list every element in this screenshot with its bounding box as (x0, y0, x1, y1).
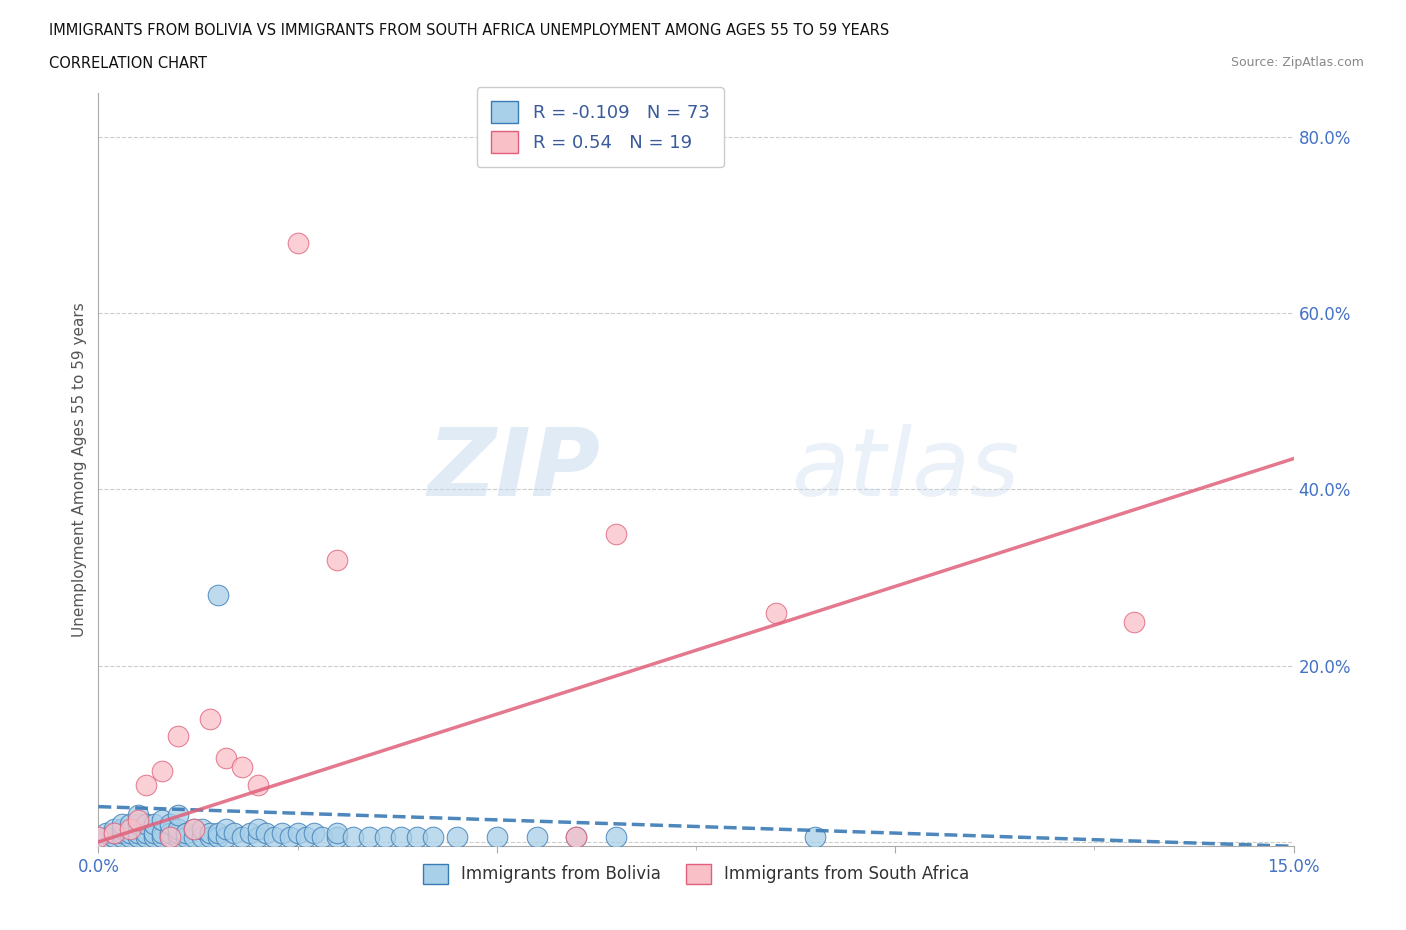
Point (326, 830, 349, 845)
Point (263, 830, 285, 845)
Point (120, 821, 142, 836)
Point (198, 711, 221, 726)
Point (87, 830, 110, 845)
Point (207, 830, 229, 845)
Point (605, 526, 627, 541)
Point (326, 552, 349, 567)
Text: atlas: atlas (792, 424, 1019, 515)
Point (96, 830, 118, 845)
Point (311, 830, 333, 845)
Point (183, 821, 205, 836)
Point (103, 826, 125, 841)
Point (374, 830, 396, 845)
Point (804, 830, 827, 845)
Point (359, 830, 381, 845)
Point (143, 826, 166, 841)
Point (143, 830, 166, 845)
Point (239, 826, 262, 841)
Point (111, 821, 134, 836)
Point (565, 830, 588, 845)
Point (246, 821, 269, 836)
Point (215, 751, 238, 765)
Point (150, 830, 173, 845)
Y-axis label: Unemployment Among Ages 55 to 59 years: Unemployment Among Ages 55 to 59 years (72, 302, 87, 637)
Point (231, 760, 253, 775)
Point (215, 830, 238, 845)
Point (143, 817, 166, 831)
Point (246, 830, 269, 845)
Point (135, 777, 157, 792)
Point (1123, 614, 1146, 629)
Point (422, 830, 444, 845)
Point (183, 830, 205, 845)
Point (103, 826, 125, 841)
Point (302, 826, 325, 841)
Point (215, 821, 238, 836)
Point (159, 826, 181, 841)
Point (111, 817, 134, 831)
Text: IMMIGRANTS FROM BOLIVIA VS IMMIGRANTS FROM SOUTH AFRICA UNEMPLOYMENT AMONG AGES : IMMIGRANTS FROM BOLIVIA VS IMMIGRANTS FR… (49, 23, 890, 38)
Point (159, 830, 181, 845)
Point (254, 826, 277, 841)
Point (96, 826, 118, 841)
Point (198, 830, 221, 845)
Point (174, 830, 197, 845)
Point (207, 588, 229, 603)
Point (605, 830, 627, 845)
Point (167, 826, 190, 841)
Point (183, 821, 205, 836)
Point (198, 826, 221, 841)
Point (446, 830, 468, 845)
Point (485, 830, 508, 845)
Point (120, 817, 142, 831)
Point (406, 830, 429, 845)
Point (135, 826, 157, 841)
Point (135, 817, 157, 831)
Point (231, 830, 253, 845)
Point (287, 235, 309, 250)
Point (103, 830, 125, 845)
Point (270, 826, 292, 841)
Point (87, 834, 110, 849)
Point (127, 813, 149, 828)
Point (150, 764, 173, 778)
Point (207, 826, 229, 841)
Point (765, 605, 787, 620)
Point (246, 777, 269, 792)
Point (326, 826, 349, 841)
Point (191, 830, 214, 845)
Point (135, 830, 157, 845)
Point (103, 821, 125, 836)
Text: CORRELATION CHART: CORRELATION CHART (49, 56, 207, 71)
Point (167, 808, 190, 823)
Point (167, 729, 190, 744)
Point (389, 830, 412, 845)
Point (127, 808, 149, 823)
Point (222, 826, 245, 841)
Point (111, 830, 134, 845)
Point (127, 826, 149, 841)
Point (191, 821, 214, 836)
Point (287, 826, 309, 841)
Point (174, 826, 197, 841)
Point (342, 830, 364, 845)
Point (159, 830, 181, 845)
Point (150, 813, 173, 828)
Point (120, 830, 142, 845)
Point (111, 826, 134, 841)
Text: ZIP: ZIP (427, 424, 600, 515)
Point (159, 817, 181, 831)
Point (150, 826, 173, 841)
Point (120, 826, 142, 841)
Point (167, 821, 190, 836)
Text: Source: ZipAtlas.com: Source: ZipAtlas.com (1230, 56, 1364, 69)
Point (167, 830, 190, 845)
Point (127, 830, 149, 845)
Point (565, 830, 588, 845)
Legend: Immigrants from Bolivia, Immigrants from South Africa: Immigrants from Bolivia, Immigrants from… (416, 857, 976, 891)
Point (294, 830, 316, 845)
Point (278, 830, 301, 845)
Point (127, 817, 149, 831)
Point (526, 830, 548, 845)
